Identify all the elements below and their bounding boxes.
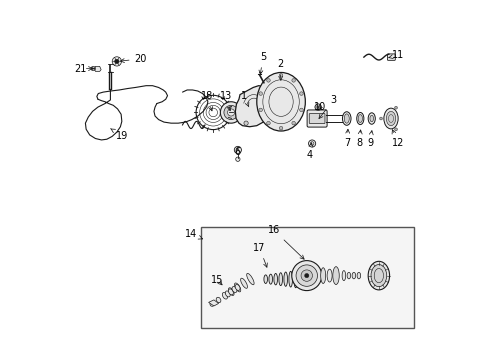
Circle shape xyxy=(234,146,241,154)
Circle shape xyxy=(243,121,248,125)
Circle shape xyxy=(196,95,230,130)
Ellipse shape xyxy=(370,265,386,287)
Ellipse shape xyxy=(356,112,363,125)
Text: 6: 6 xyxy=(234,147,241,157)
Circle shape xyxy=(227,109,234,116)
Ellipse shape xyxy=(341,271,345,281)
Text: 8: 8 xyxy=(355,130,362,148)
Ellipse shape xyxy=(288,271,292,287)
Text: 16: 16 xyxy=(267,225,303,259)
Text: 3: 3 xyxy=(318,95,336,119)
Text: 20: 20 xyxy=(120,54,147,64)
Ellipse shape xyxy=(231,287,236,292)
Ellipse shape xyxy=(235,285,240,291)
Ellipse shape xyxy=(367,261,389,290)
Circle shape xyxy=(235,157,240,161)
Ellipse shape xyxy=(344,114,348,123)
Circle shape xyxy=(112,57,121,66)
Polygon shape xyxy=(235,86,270,127)
Circle shape xyxy=(291,79,295,82)
Text: 12: 12 xyxy=(391,130,403,148)
Ellipse shape xyxy=(386,111,395,126)
Ellipse shape xyxy=(216,297,220,303)
Ellipse shape xyxy=(293,271,297,288)
Text: 15: 15 xyxy=(211,275,223,285)
Circle shape xyxy=(279,126,282,130)
Ellipse shape xyxy=(383,108,397,129)
Ellipse shape xyxy=(234,283,240,292)
Circle shape xyxy=(279,74,282,77)
Text: 7: 7 xyxy=(343,129,349,148)
Ellipse shape xyxy=(228,288,234,296)
Ellipse shape xyxy=(228,289,233,295)
Text: 21: 21 xyxy=(74,64,92,74)
Bar xyxy=(247,110,250,115)
Text: 18: 18 xyxy=(200,91,212,111)
Ellipse shape xyxy=(351,272,355,279)
Ellipse shape xyxy=(283,272,287,286)
Circle shape xyxy=(299,108,302,112)
Circle shape xyxy=(394,128,396,131)
Polygon shape xyxy=(94,66,101,71)
Circle shape xyxy=(291,261,321,291)
Circle shape xyxy=(301,270,312,281)
Ellipse shape xyxy=(326,269,332,282)
Ellipse shape xyxy=(356,272,360,279)
Circle shape xyxy=(379,117,382,120)
Bar xyxy=(201,227,413,328)
Ellipse shape xyxy=(342,112,350,125)
Circle shape xyxy=(224,105,238,120)
Text: 11: 11 xyxy=(388,50,403,60)
Circle shape xyxy=(266,79,270,82)
Ellipse shape xyxy=(210,302,214,306)
Circle shape xyxy=(394,106,396,109)
Text: 10: 10 xyxy=(314,102,326,112)
Ellipse shape xyxy=(273,273,277,285)
Text: 17: 17 xyxy=(253,243,267,267)
Ellipse shape xyxy=(246,273,254,285)
FancyBboxPatch shape xyxy=(309,114,324,124)
Text: 19: 19 xyxy=(110,129,128,141)
Circle shape xyxy=(314,104,321,110)
Circle shape xyxy=(308,140,315,147)
Text: 13: 13 xyxy=(220,91,232,111)
Circle shape xyxy=(220,102,242,123)
Text: 9: 9 xyxy=(366,131,372,148)
Ellipse shape xyxy=(357,115,362,122)
Ellipse shape xyxy=(320,268,325,283)
Bar xyxy=(242,111,248,114)
Ellipse shape xyxy=(263,275,267,283)
FancyBboxPatch shape xyxy=(387,54,394,60)
Text: 5: 5 xyxy=(258,52,266,74)
Circle shape xyxy=(304,273,308,278)
Circle shape xyxy=(114,59,119,64)
Ellipse shape xyxy=(369,115,373,122)
Circle shape xyxy=(295,265,317,286)
Ellipse shape xyxy=(347,272,350,279)
Ellipse shape xyxy=(222,292,227,299)
Ellipse shape xyxy=(256,72,305,131)
Circle shape xyxy=(299,92,302,95)
Ellipse shape xyxy=(367,113,375,124)
Circle shape xyxy=(266,121,270,125)
FancyBboxPatch shape xyxy=(306,110,326,127)
Text: 1: 1 xyxy=(241,91,248,107)
Ellipse shape xyxy=(240,278,247,288)
Ellipse shape xyxy=(278,273,282,286)
Circle shape xyxy=(258,108,262,112)
Ellipse shape xyxy=(268,274,272,284)
Text: 14: 14 xyxy=(184,229,202,239)
Polygon shape xyxy=(208,300,218,306)
Ellipse shape xyxy=(332,267,338,285)
Ellipse shape xyxy=(225,291,230,297)
Circle shape xyxy=(291,121,295,125)
Text: 4: 4 xyxy=(306,143,312,160)
Circle shape xyxy=(258,92,262,95)
Text: 2: 2 xyxy=(276,59,283,80)
Ellipse shape xyxy=(298,270,302,288)
